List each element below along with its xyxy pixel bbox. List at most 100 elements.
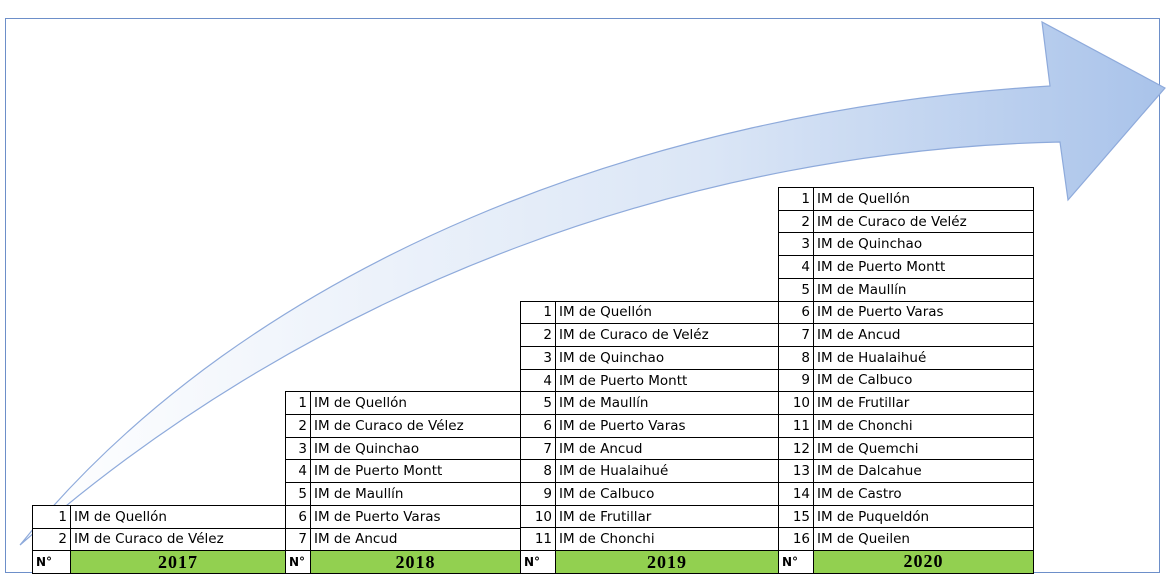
ranking-table: 1 IM de Quellón 2 IM de Curaco de Vélez N° 20… bbox=[32, 504, 286, 574]
rank: 4 bbox=[778, 255, 814, 279]
rank: 5 bbox=[285, 482, 311, 506]
rank: 6 bbox=[520, 414, 556, 438]
year: 2020 bbox=[813, 550, 1034, 574]
institution: IM de Maullín bbox=[813, 277, 1034, 302]
institution: IM de Hualaihué bbox=[555, 459, 779, 484]
table-row: 1 IM de Quellón bbox=[32, 504, 286, 529]
table-row: 7 IM de Ancud bbox=[285, 527, 521, 552]
number-header: N° bbox=[778, 550, 814, 574]
rank: 3 bbox=[520, 345, 556, 370]
table-row: 5 IM de Maullín bbox=[285, 482, 521, 506]
table-row: 4 IM de Puerto Montt bbox=[778, 255, 1034, 279]
institution: IM de Quinchao bbox=[310, 436, 521, 461]
table-row: 16 IM de Queilen bbox=[778, 527, 1034, 552]
table-row: 1 IM de Quellón bbox=[520, 300, 779, 325]
footer-row: N° 2017 bbox=[32, 550, 286, 574]
table-row: 4 IM de Puerto Montt bbox=[285, 459, 521, 484]
institution: IM de Puerto Montt bbox=[310, 459, 521, 484]
rank: 4 bbox=[520, 368, 556, 393]
table-row: 6 IM de Puerto Varas bbox=[520, 414, 779, 438]
institution: IM de Quellón bbox=[813, 187, 1034, 211]
rank: 6 bbox=[285, 504, 311, 529]
institution: IM de Puqueldón bbox=[813, 504, 1034, 529]
table-row: 2 IM de Curaco de Vélez bbox=[32, 527, 286, 552]
rank: 6 bbox=[778, 300, 814, 325]
institution: IM de Frutillar bbox=[555, 504, 779, 529]
rank: 5 bbox=[778, 277, 814, 302]
rank: 9 bbox=[778, 368, 814, 393]
rank: 3 bbox=[778, 232, 814, 257]
institution: IM de Puerto Varas bbox=[310, 504, 521, 529]
institution: IM de Frutillar bbox=[813, 391, 1034, 415]
ranking-table: 1 IM de Quellón 2 IM de Curaco de Veléz 3 IM … bbox=[778, 187, 1034, 574]
table-row: 6 IM de Puerto Varas bbox=[778, 300, 1034, 325]
table-row: 8 IM de Hualaihué bbox=[520, 459, 779, 484]
rank: 1 bbox=[32, 504, 71, 529]
table-row: 7 IM de Ancud bbox=[520, 436, 779, 461]
table-row: 6 IM de Puerto Varas bbox=[285, 504, 521, 529]
institution: IM de Curaco de Veléz bbox=[555, 323, 779, 347]
rank: 3 bbox=[285, 436, 311, 461]
rank: 11 bbox=[778, 413, 814, 438]
rank: 16 bbox=[778, 527, 814, 552]
table-row: 11 IM de Chonchi bbox=[520, 527, 779, 552]
growth-arrow bbox=[19, 20, 1166, 546]
rank: 2 bbox=[520, 323, 556, 347]
institution: IM de Quellón bbox=[310, 391, 521, 416]
table-row: 14 IM de Castro bbox=[778, 482, 1034, 506]
table-row: 10 IM de Frutillar bbox=[520, 504, 779, 529]
rank: 1 bbox=[520, 300, 556, 325]
rank: 9 bbox=[520, 482, 556, 506]
number-header: N° bbox=[520, 550, 556, 574]
table-row: 9 IM de Calbuco bbox=[778, 368, 1034, 393]
institution: IM de Puerto Montt bbox=[813, 255, 1034, 279]
institution: IM de Chonchi bbox=[555, 527, 779, 552]
institution: IM de Curaco de Vélez bbox=[70, 527, 286, 552]
rank: 4 bbox=[285, 459, 311, 484]
rank: 7 bbox=[285, 527, 311, 552]
table-row: 11 IM de Chonchi bbox=[778, 413, 1034, 438]
footer-row: N° 2018 bbox=[285, 550, 521, 574]
table-row: 5 IM de Maullín bbox=[778, 277, 1034, 302]
table-row: 4 IM de Puerto Montt bbox=[520, 368, 779, 393]
rank: 7 bbox=[778, 323, 814, 347]
table-row: 3 IM de Quinchao bbox=[285, 436, 521, 461]
institution: IM de Puerto Montt bbox=[555, 368, 779, 393]
rank: 10 bbox=[778, 391, 814, 415]
table-row: 1 IM de Quellón bbox=[778, 187, 1034, 211]
institution: IM de Quemchi bbox=[813, 436, 1034, 461]
table-row: 2 IM de Curaco de Veléz bbox=[778, 209, 1034, 234]
table-row: 3 IM de Quinchao bbox=[520, 345, 779, 370]
rank: 8 bbox=[778, 345, 814, 370]
rank: 2 bbox=[32, 527, 71, 552]
year: 2018 bbox=[310, 550, 521, 574]
table-row: 12 IM de Quemchi bbox=[778, 436, 1034, 461]
rank: 11 bbox=[520, 527, 556, 552]
table-row: 7 IM de Ancud bbox=[778, 323, 1034, 347]
table-row: 10 IM de Frutillar bbox=[778, 391, 1034, 415]
rank: 2 bbox=[778, 209, 814, 234]
table-row: 3 IM de Quinchao bbox=[778, 232, 1034, 257]
year: 2017 bbox=[70, 550, 286, 574]
table-row: 2 IM de Curaco de Vélez bbox=[285, 414, 521, 438]
institution: IM de Maullín bbox=[310, 482, 521, 506]
institution: IM de Curaco de Vélez bbox=[310, 414, 521, 438]
table-row: 5 IM de Maullín bbox=[520, 391, 779, 416]
table-row: 13 IM de Dalcahue bbox=[778, 459, 1034, 484]
year: 2019 bbox=[555, 550, 779, 574]
institution: IM de Ancud bbox=[310, 527, 521, 552]
rank: 15 bbox=[778, 504, 814, 529]
ranking-table: 1 IM de Quellón 2 IM de Curaco de Veléz 3 IM … bbox=[520, 300, 779, 574]
institution: IM de Puerto Varas bbox=[813, 300, 1034, 325]
table-row: 2 IM de Curaco de Veléz bbox=[520, 323, 779, 347]
institution: IM de Curaco de Veléz bbox=[813, 209, 1034, 234]
institution: IM de Castro bbox=[813, 482, 1034, 506]
table-row: 8 IM de Hualaihué bbox=[778, 345, 1034, 370]
number-header: N° bbox=[32, 550, 71, 574]
rank: 1 bbox=[778, 187, 814, 211]
footer-row: N° 2020 bbox=[778, 550, 1034, 574]
institution: IM de Puerto Varas bbox=[555, 414, 779, 438]
rank: 14 bbox=[778, 482, 814, 506]
institution: IM de Ancud bbox=[555, 436, 779, 461]
